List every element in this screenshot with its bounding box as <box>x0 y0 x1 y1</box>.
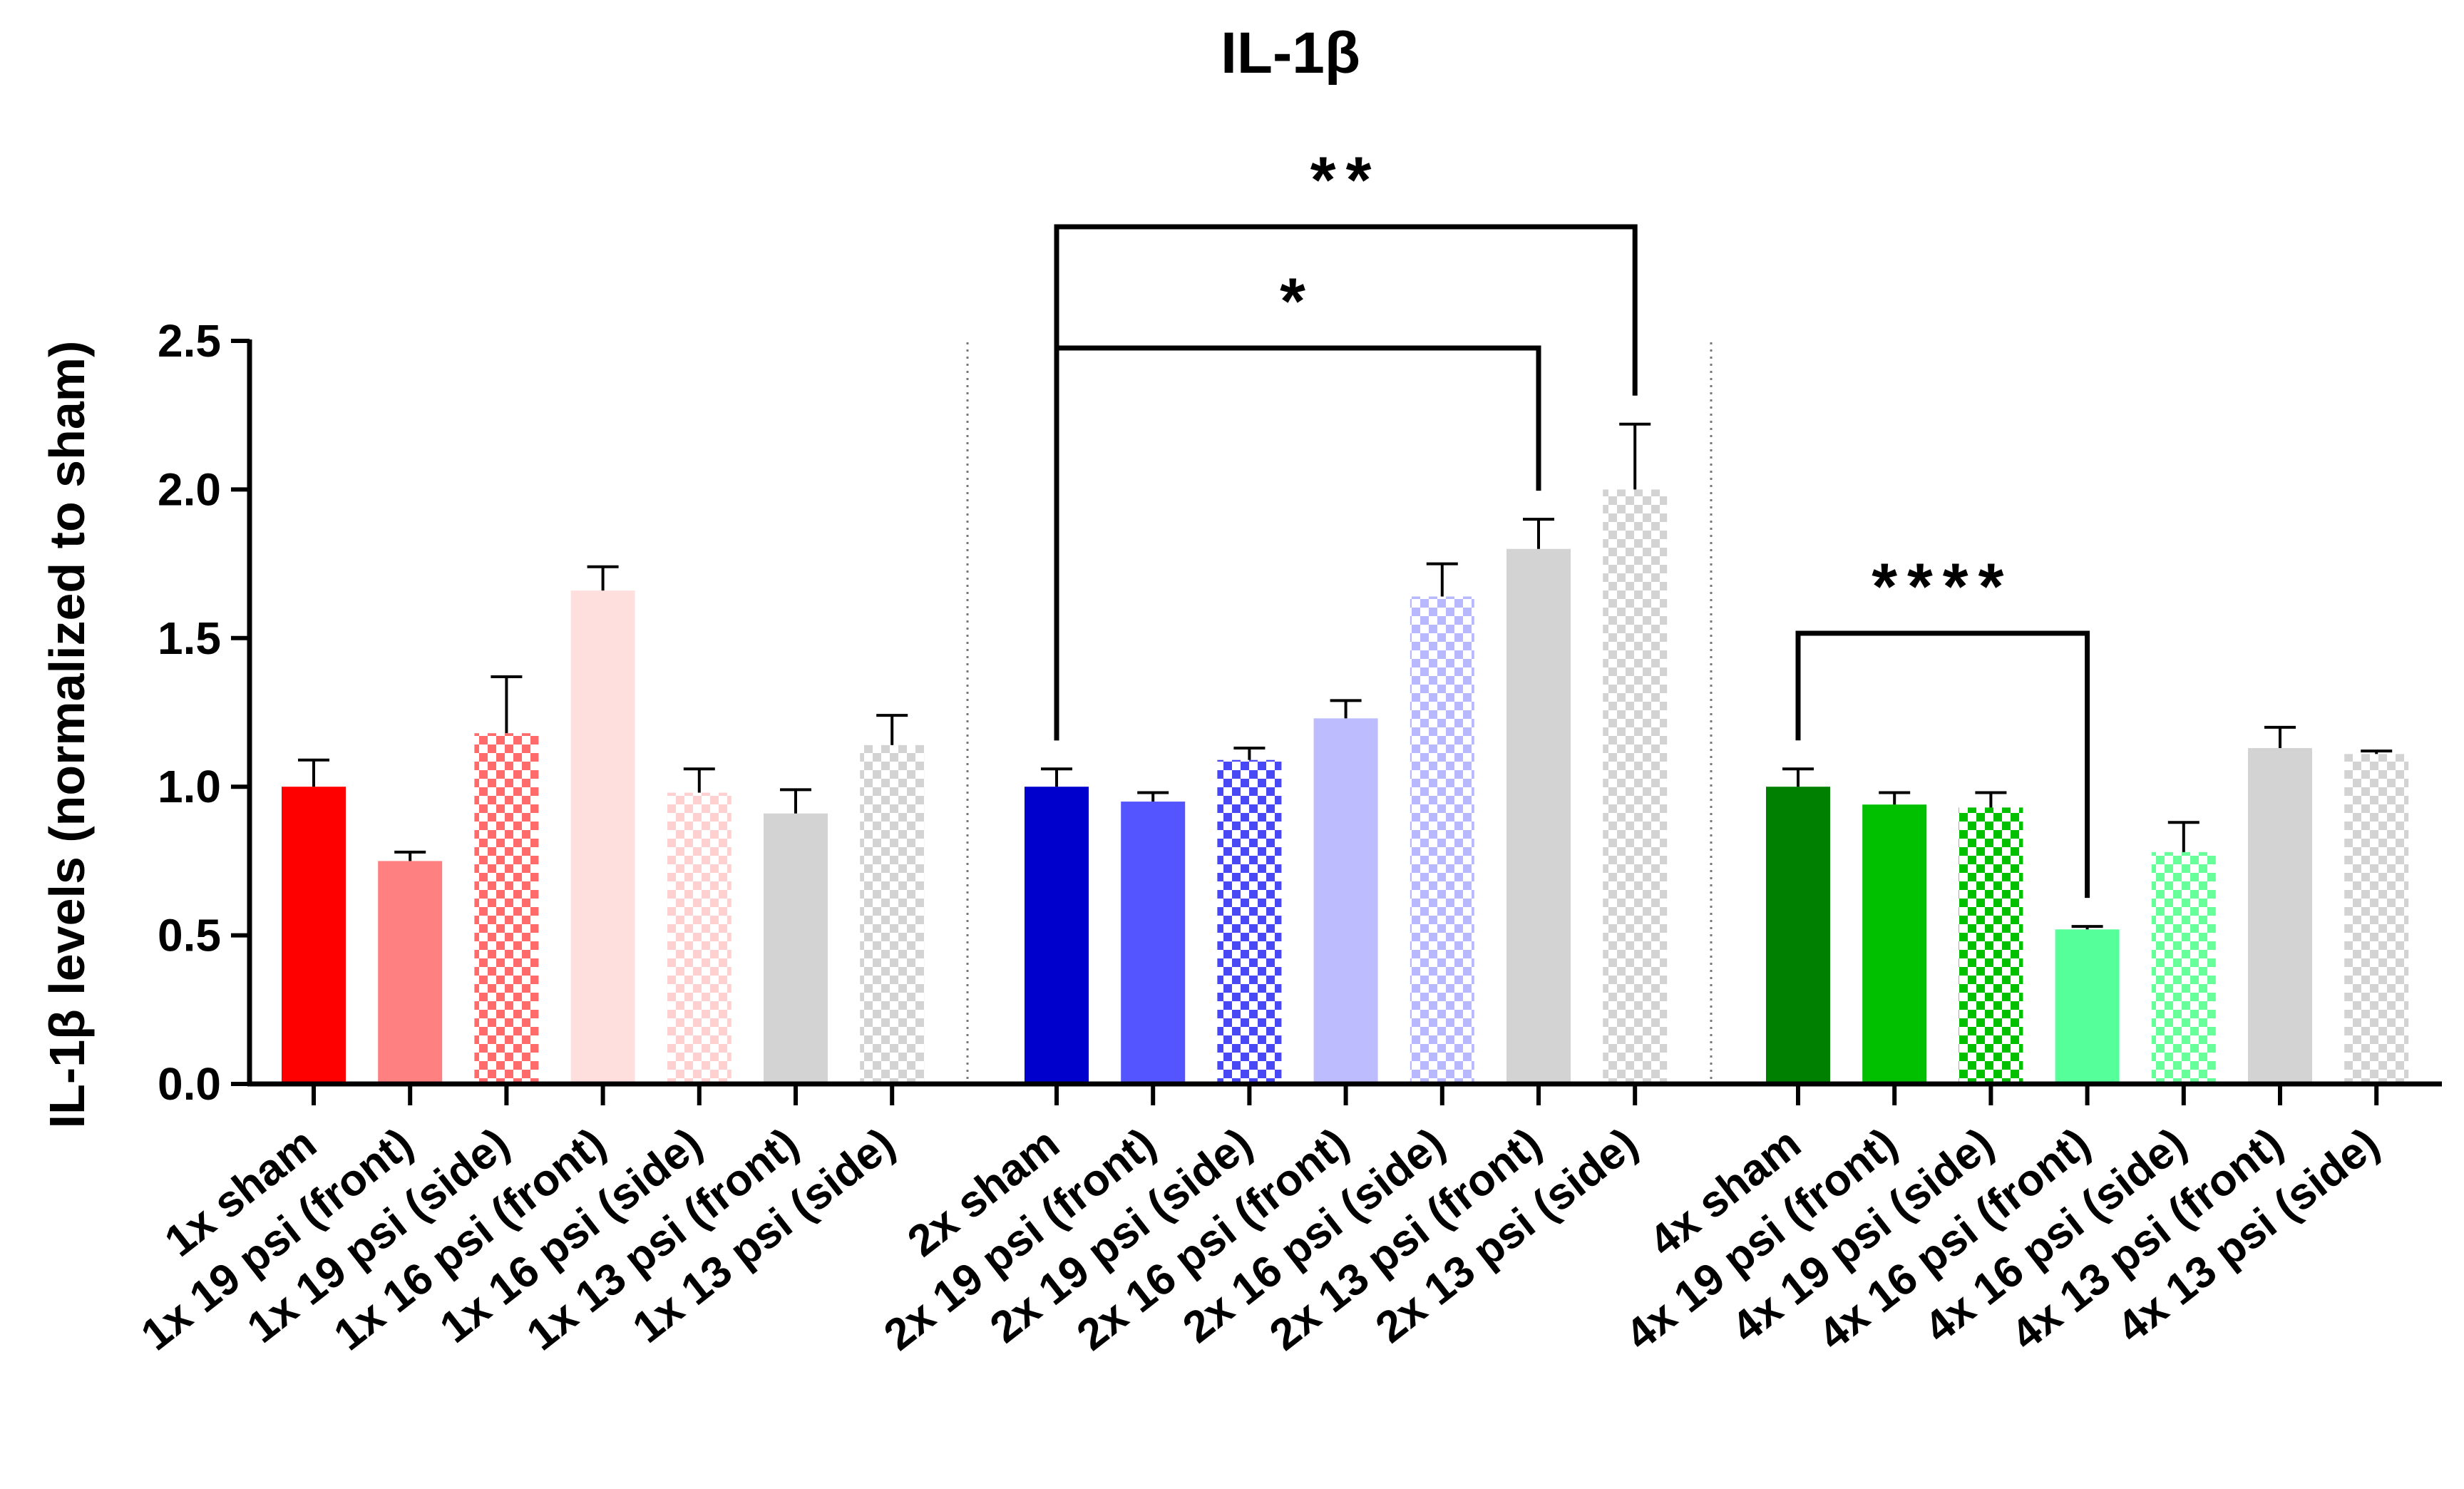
bar <box>667 792 732 1084</box>
bar-group-14 <box>1766 767 1830 1084</box>
bracket-line <box>1795 630 2090 899</box>
bar-group-0 <box>282 758 346 1084</box>
bar <box>1313 718 1378 1084</box>
bar-group-5 <box>764 788 828 1084</box>
bar <box>1862 804 1927 1084</box>
bar <box>1959 807 2023 1084</box>
bar-group-4 <box>667 767 732 1084</box>
bar <box>1603 489 1668 1084</box>
bar <box>2344 754 2409 1084</box>
bar <box>1217 759 1282 1084</box>
bar <box>1121 802 1186 1084</box>
bar <box>1410 596 1474 1084</box>
bar-group-16 <box>1959 791 2023 1084</box>
bar <box>2248 748 2312 1084</box>
bar-group-15 <box>1862 791 1927 1084</box>
significance-brackets: ******* <box>1054 144 2090 899</box>
bar-group-10 <box>1313 699 1378 1084</box>
significance-label: * <box>1280 265 1315 338</box>
bar <box>1506 548 1571 1084</box>
bar <box>1766 787 1830 1084</box>
bar-group-12 <box>1506 518 1571 1084</box>
y-tick-label: 0.0 <box>158 1058 221 1110</box>
bar-group-17 <box>2055 925 2120 1084</box>
y-axis-label: IL-1β levels (normalized to sham) <box>39 341 95 1129</box>
significance-label: **** <box>1872 551 2013 623</box>
bar-group-3 <box>570 565 635 1084</box>
axes: 0.0 0.5 1.0 1.5 2.0 2.5 <box>158 315 2442 1110</box>
bar-group-2 <box>474 675 539 1084</box>
bar <box>2151 851 2216 1084</box>
y-tick-label: 2.0 <box>158 464 221 515</box>
bar <box>2055 929 2120 1084</box>
bar-group-8 <box>1121 791 1186 1084</box>
bar <box>764 813 828 1084</box>
significance-bracket: * <box>1054 265 1541 741</box>
bars <box>282 422 2409 1084</box>
bar-group-19 <box>2248 725 2312 1084</box>
bar <box>282 787 346 1084</box>
y-tick-label: 1.0 <box>158 761 221 812</box>
bar <box>1025 787 1089 1084</box>
bar <box>378 861 443 1084</box>
bar <box>474 733 539 1084</box>
bar-group-9 <box>1217 747 1282 1084</box>
bar <box>860 744 925 1084</box>
y-tick-label: 0.5 <box>158 910 221 961</box>
significance-bracket: **** <box>1795 551 2090 899</box>
bar-group-6 <box>860 714 925 1084</box>
bar-group-18 <box>2151 821 2216 1084</box>
bracket-line <box>1054 345 1541 741</box>
bar-group-11 <box>1410 562 1474 1084</box>
group-separators <box>966 342 1713 1084</box>
y-tick-label: 1.5 <box>158 613 221 664</box>
y-tick-label: 2.5 <box>158 315 221 367</box>
significance-label: ** <box>1310 144 1382 217</box>
bar <box>570 590 635 1084</box>
bar-group-7 <box>1025 767 1089 1084</box>
bar-group-20 <box>2344 749 2409 1084</box>
chart-title: IL-1β <box>1221 21 1360 86</box>
bar-group-13 <box>1603 422 1668 1084</box>
bar-group-1 <box>378 850 443 1084</box>
